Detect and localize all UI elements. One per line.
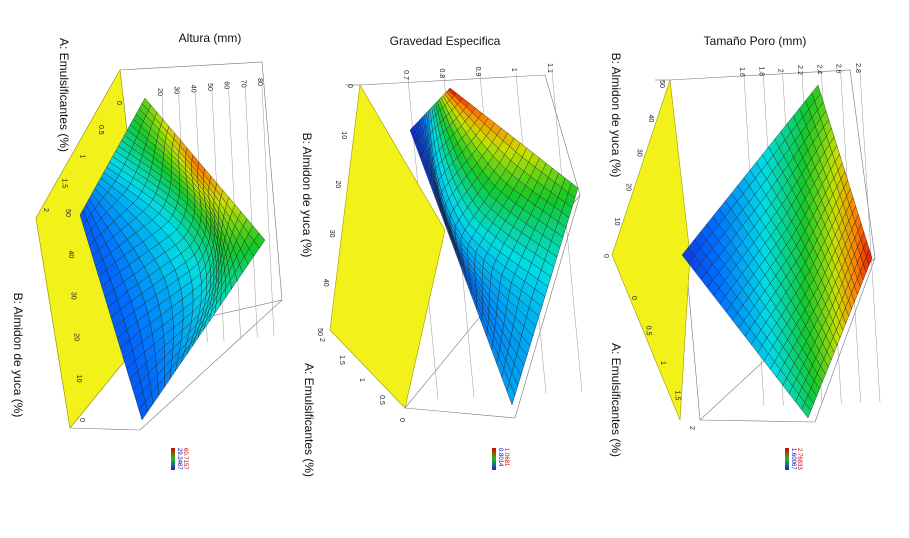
x-tick-label: 0.5	[97, 125, 104, 135]
z-tick-labels: 1.6 1.8 2 2.2 2.4 2.6 2.8	[738, 63, 861, 77]
x-tick-label: 1	[659, 361, 666, 365]
surface-cell	[568, 182, 579, 199]
y-tick-label: 0	[602, 254, 609, 258]
z-grid-line	[551, 71, 583, 393]
z-tick-label: 50	[206, 83, 213, 91]
z-tick-label: 0.9	[474, 67, 481, 77]
z-grid-line	[245, 87, 258, 338]
z-grid-line	[261, 85, 275, 337]
x-tick-label: 0.5	[378, 395, 385, 405]
y-tick-label: 20	[72, 333, 79, 341]
y-tick-label: 20	[334, 181, 341, 189]
chart-title: Gravedad Especifica	[390, 34, 501, 48]
x-tick-label: 0	[115, 101, 122, 105]
x-tick-label: 0.5	[645, 326, 652, 336]
z-tick-label: 0.7	[402, 70, 409, 80]
z-tick-labels: 20 30 40 50 60 70 80	[156, 78, 263, 96]
z-tick-label: 2.4	[815, 64, 822, 74]
y-tick-label: 20	[624, 183, 631, 191]
z-tick-label: 80	[256, 78, 263, 86]
x-tick-label: 2	[42, 208, 49, 212]
y-tick-label: 40	[322, 279, 329, 287]
legend-max: 2.76833	[796, 448, 802, 470]
y-tick-labels: 0 10 20 30 40 50	[316, 84, 353, 336]
x-tick-labels: 2 1.5 1 0.5 0	[318, 338, 405, 422]
x-tick-label: 1.5	[338, 355, 345, 365]
x-tick-label: 1.5	[674, 391, 681, 401]
y-tick-labels: 50 40 30 20 10 0	[64, 209, 85, 422]
response-surface	[79, 97, 266, 421]
panel-tamano-poro: Tamaño Poro (mm) B: Almidon de yuca (%) …	[602, 34, 881, 470]
color-legend: 1.0681 0.8014	[492, 448, 509, 470]
y-axis-label: B: Almidon de yuca (%)	[300, 133, 314, 258]
x-axis-label: A: Emulsificantes (%)	[609, 343, 623, 457]
z-tick-label: 0.8	[438, 68, 445, 78]
z-tick-label: 1.6	[738, 67, 745, 77]
x-tick-label: 0	[630, 296, 637, 300]
y-tick-label: 30	[636, 149, 643, 157]
panel-altura: Altura (mm) A: Emulsificantes (%) B: Alm…	[11, 31, 283, 470]
y-tick-label: 10	[613, 218, 620, 226]
y-tick-label: 30	[70, 292, 77, 300]
response-surface	[409, 87, 579, 406]
z-grid-line	[859, 71, 881, 403]
response-surface	[681, 84, 873, 419]
x-tick-labels: 0 0.5 1 1.5 2	[42, 101, 122, 212]
z-tick-label: 40	[189, 85, 196, 93]
x-tick-label: 1	[358, 378, 365, 382]
z-tick-label: 30	[173, 86, 180, 94]
z-tick-label: 20	[156, 88, 163, 96]
y-tick-label: 50	[64, 209, 71, 217]
x-tick-label: 2	[318, 338, 325, 342]
z-tick-label: 60	[223, 81, 230, 89]
y-tick-label: 10	[340, 131, 347, 139]
legend-max: 1.0681	[503, 448, 509, 467]
z-tick-label: 2.2	[796, 65, 803, 75]
x-axis-label: A: Emulsificantes (%)	[302, 363, 316, 477]
legend-max: 60.7157	[182, 448, 188, 470]
z-tick-label: 2	[777, 69, 784, 73]
chart-title: Tamaño Poro (mm)	[704, 34, 807, 48]
z-tick-label: 1.8	[757, 66, 764, 76]
x-tick-label: 1.5	[60, 178, 67, 188]
z-tick-label: 2.8	[854, 63, 861, 73]
box-frame	[655, 69, 876, 423]
x-tick-labels: 0 0.5 1 1.5 2	[630, 296, 695, 430]
x-axis-label: A: Emulsificantes (%)	[57, 38, 71, 152]
z-tick-labels: 0.7 0.8 0.9 1 1.1	[402, 63, 553, 80]
panel-gravedad: Gravedad Especifica B: Almidon de yuca (…	[300, 34, 583, 477]
color-legend: 60.7157 29.2467	[171, 448, 188, 470]
chart-title: Altura (mm)	[179, 31, 242, 45]
y-tick-label: 30	[328, 230, 335, 238]
contour-plane	[611, 79, 691, 421]
legend-min: 29.2467	[176, 448, 182, 470]
z-tick-label: 2.6	[835, 64, 842, 74]
z-tick-label: 70	[239, 80, 246, 88]
y-tick-label: 0	[78, 418, 85, 422]
x-tick-label: 1	[79, 155, 86, 159]
y-axis-label: B: Almidon de yuca (%)	[11, 293, 25, 418]
x-tick-label: 2	[688, 426, 695, 430]
y-tick-label: 50	[316, 328, 323, 336]
z-tick-label: 1	[510, 68, 517, 72]
x-tick-label: 0	[398, 418, 405, 422]
y-tick-label: 0	[346, 84, 353, 88]
surface-cell	[253, 232, 266, 249]
contour-plane	[329, 84, 446, 409]
surface-cell	[866, 248, 873, 266]
y-tick-label: 40	[67, 251, 74, 259]
y-tick-label: 50	[658, 80, 665, 88]
y-tick-label: 40	[647, 115, 654, 123]
y-tick-labels: 50 40 30 20 10 0	[602, 80, 665, 258]
legend-min: 0.8014	[497, 448, 503, 467]
z-tick-label: 1.1	[546, 63, 553, 73]
color-legend: 2.76833 1.60067	[785, 448, 802, 470]
legend-min: 1.60067	[790, 448, 796, 470]
y-axis-label: B: Almidon de yuca (%)	[609, 53, 623, 178]
y-tick-label: 10	[75, 375, 82, 383]
